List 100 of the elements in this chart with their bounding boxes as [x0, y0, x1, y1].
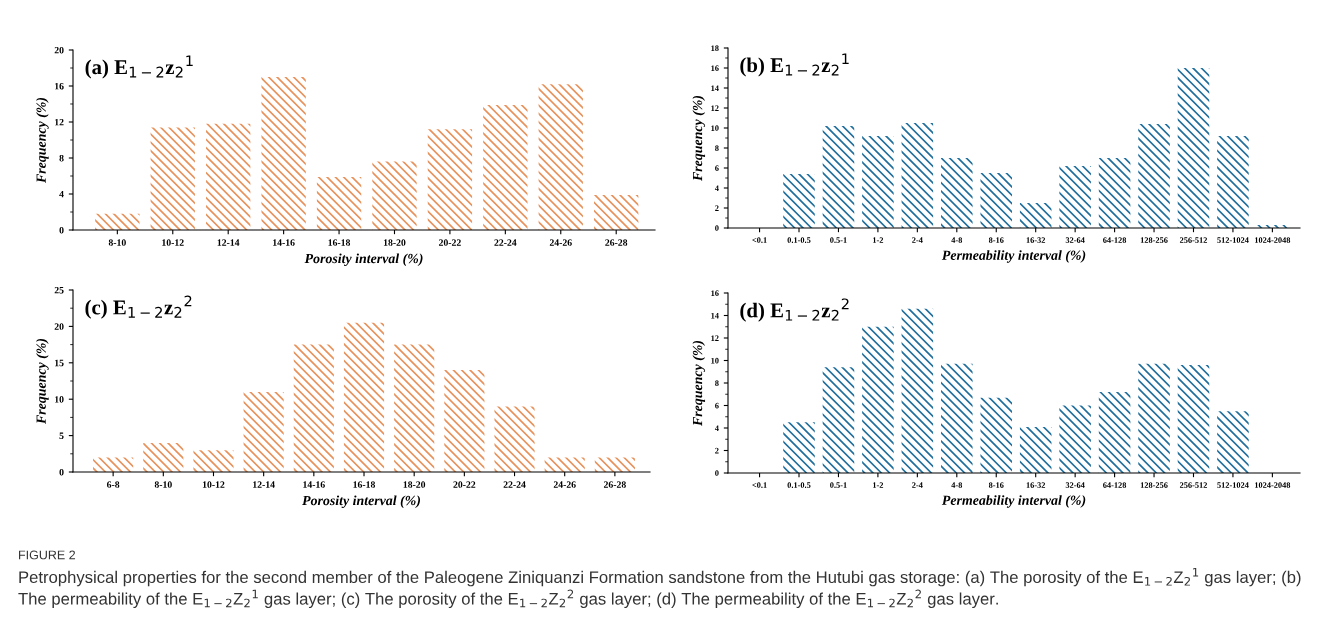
x-tick-label: 0.1-0.5	[787, 237, 811, 243]
x-tick-label: 10-12	[162, 239, 184, 246]
y-tick-label: 0	[715, 225, 719, 231]
bar	[1138, 124, 1170, 228]
x-tick-label: 0.5-1	[830, 237, 847, 243]
y-tick-label: 12	[711, 335, 719, 341]
x-tick-label: 256-512	[1179, 482, 1208, 488]
bar	[1059, 405, 1091, 473]
x-axis-title: Porosity interval (%)	[302, 495, 421, 509]
x-tick-label: 2-4	[912, 482, 923, 488]
bar	[143, 442, 184, 472]
bar	[293, 344, 334, 472]
text: Petrophysical properties for the second member of the Paleogene Ziniquanzi Formation sandstone from the Hutubi gas storage: (a) The porosity of the E$_{1−2}$Z$_{2}$$^{1}$ gas layer; (b) The permeability of the E$_{1−2}$Z$_{2}$$^{1}$ gas layer; (c) The porosity of the E$_{1−2}$Z$_{2}$$^{2}$ gas layer; (d) The permeability of the E$_{1−2}$Z$_{2}$$^{2}$ gas layer.	[18, 568, 1301, 609]
x-tick-label: 64-128	[1103, 237, 1127, 243]
x-tick-label: 256-512	[1179, 237, 1208, 243]
bar	[243, 391, 284, 472]
bar	[494, 406, 535, 472]
bar	[1059, 166, 1091, 228]
bar	[544, 457, 585, 472]
y-axis-title: Frequency (%)	[36, 97, 49, 184]
y-axis-title: Frequency (%)	[36, 338, 49, 425]
bar	[193, 450, 234, 472]
x-tick-label: 22-24	[503, 481, 526, 488]
x-tick-label: 32-64	[1065, 482, 1085, 488]
x-tick-label: 20-22	[438, 239, 461, 246]
bar	[783, 422, 815, 473]
bar	[822, 367, 855, 473]
chart-title: (c) E$_{1−2}$z$_{2}$$^{2}$	[85, 295, 192, 319]
bar	[343, 322, 385, 472]
y-tick-label: 12	[55, 118, 64, 126]
x-tick-label: 0.1-0.5	[787, 482, 811, 488]
x-tick-label: 8-10	[108, 239, 126, 246]
y-tick-label: 15	[55, 359, 64, 367]
x-tick-label: 18-20	[403, 481, 426, 488]
x-tick-label: 24-26	[549, 239, 572, 246]
bar	[150, 127, 195, 230]
x-tick-label: 16-32	[1026, 482, 1046, 488]
bar	[862, 326, 894, 473]
x-tick-label: 18-20	[383, 239, 406, 246]
y-tick-label: 4	[714, 185, 719, 191]
bar	[783, 174, 815, 228]
x-tick-label: 32-64	[1065, 237, 1085, 243]
x-tick-label: 2-4	[912, 237, 923, 243]
chart-title: (a) E$_{1−2}$z$_{2}$$^{1}$	[85, 55, 193, 79]
x-tick-label: 12-14	[217, 239, 240, 246]
bar	[95, 213, 140, 230]
bar	[980, 173, 1013, 228]
bar	[594, 194, 639, 230]
y-tick-label: 16	[711, 290, 719, 296]
bar	[316, 176, 362, 230]
bar	[941, 158, 973, 228]
y-tick-label: 8	[59, 154, 64, 162]
y-tick-label: 2	[715, 447, 719, 454]
bar	[261, 77, 306, 230]
bar	[1177, 68, 1210, 228]
x-tick-label: 1024-2048	[1255, 237, 1291, 243]
bar	[483, 104, 528, 230]
x-tick-label: 26-28	[605, 239, 628, 246]
x-tick-label: 4-8	[951, 237, 963, 243]
y-tick-label: 16	[711, 65, 719, 71]
x-axis-title: Permeability interval (%)	[941, 495, 1086, 508]
x-tick-label: 10-12	[202, 481, 225, 488]
x-tick-label: <0.1	[752, 482, 767, 488]
bar	[1177, 365, 1210, 473]
y-tick-label: 2	[715, 205, 719, 211]
bar	[394, 344, 435, 472]
bar	[93, 457, 134, 472]
x-tick-label: 512-1024	[1217, 237, 1249, 243]
y-tick-label: 6	[715, 165, 719, 171]
bar	[444, 370, 485, 472]
y-tick-label: 25	[54, 286, 64, 294]
bar	[427, 129, 473, 230]
x-tick-label: 1024-2048	[1255, 482, 1291, 488]
bar	[1217, 136, 1249, 228]
y-axis-title: Frequency (%)	[692, 340, 706, 427]
caption: FIGURE 2	[19, 550, 76, 560]
x-tick-label: 8-16	[988, 237, 1004, 243]
y-tick-label: 10	[711, 357, 719, 364]
x-tick-label: 64-128	[1103, 482, 1127, 488]
bar	[1138, 363, 1170, 473]
bar	[594, 457, 635, 472]
x-tick-label: 8-16	[988, 482, 1004, 488]
y-tick-label: 0	[715, 470, 719, 476]
y-tick-label: 0	[59, 468, 64, 476]
y-tick-label: 8	[715, 145, 719, 151]
y-axis-title: Frequency (%)	[692, 95, 706, 182]
x-tick-label: 4-8	[951, 482, 963, 488]
x-tick-label: 22-24	[494, 239, 517, 246]
x-tick-label: 1-2	[873, 482, 884, 488]
y-tick-label: 10	[711, 125, 719, 131]
y-tick-label: 4	[714, 425, 719, 431]
x-tick-label: <0.1	[752, 237, 767, 243]
x-tick-label: 16-32	[1026, 237, 1046, 243]
x-tick-label: 24-26	[553, 481, 576, 488]
x-axis-title: Porosity interval (%)	[304, 253, 423, 267]
x-tick-label: 8-10	[154, 481, 172, 488]
bar	[1217, 411, 1249, 473]
bar	[1019, 203, 1052, 228]
bar	[822, 126, 855, 228]
x-tick-label: 512-1024	[1217, 482, 1249, 488]
